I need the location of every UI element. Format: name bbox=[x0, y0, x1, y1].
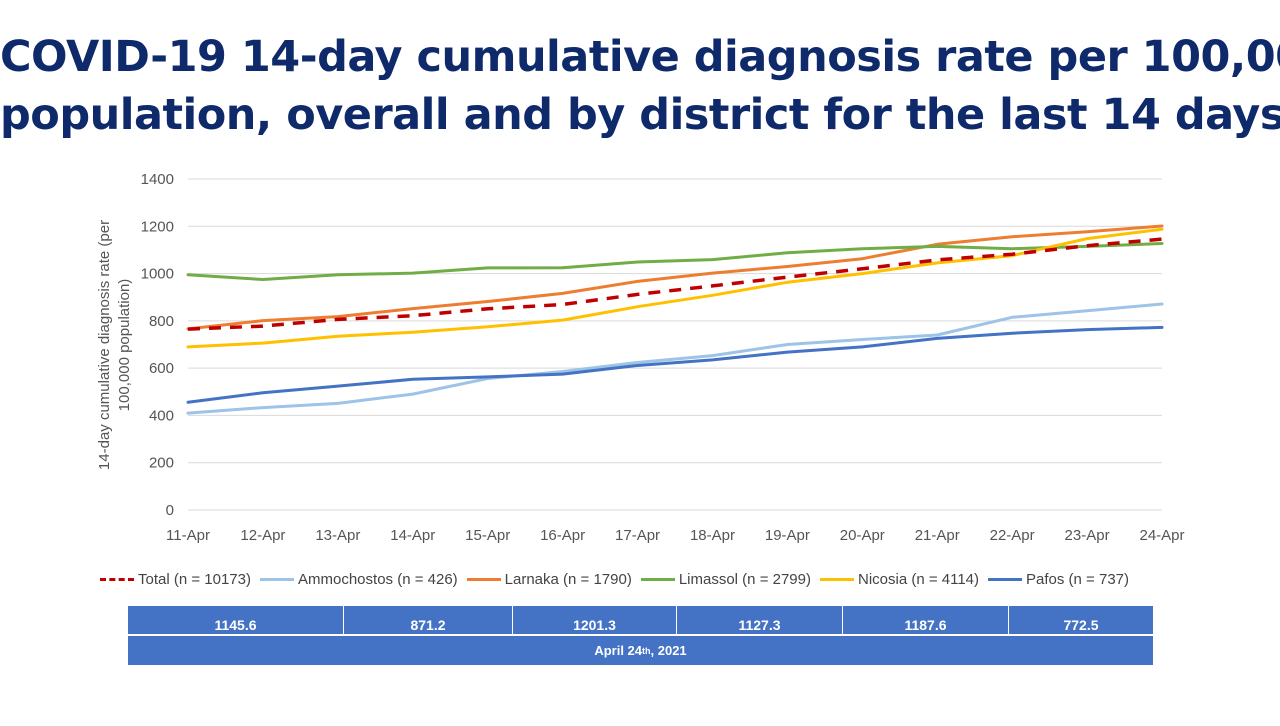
legend-label-limassol: Limassol (n = 2799) bbox=[678, 570, 811, 588]
legend-item-ammochostos: Ammochostos (n = 426) bbox=[260, 571, 458, 588]
x-tick-label-21-Apr: 21-Apr bbox=[915, 527, 960, 544]
legend-swatch-larnaka bbox=[466, 577, 501, 581]
series-line-limassol bbox=[186, 242, 1164, 281]
x-tick-label-20-Apr: 20-Apr bbox=[840, 527, 885, 544]
legend-item-total: Total (n = 10173) bbox=[100, 571, 251, 588]
x-tick-label-13-Apr: 13-Apr bbox=[315, 527, 360, 544]
title-line-2: population, overall and by district for … bbox=[0, 90, 1280, 140]
y-tick-label-800: 800 bbox=[149, 313, 174, 330]
x-tick-label-23-Apr: 23-Apr bbox=[1065, 527, 1110, 544]
legend-label-total: Total (n = 10173) bbox=[138, 570, 251, 588]
legend-item-limassol: Limassol (n = 2799) bbox=[640, 570, 811, 588]
summary-values-row: 1145.6 871.2 1201.3 1127.3 1187.6 772.5 bbox=[128, 606, 1153, 634]
x-tick-label-16-Apr: 16-Apr bbox=[540, 527, 585, 544]
series-line-ammochostos bbox=[186, 302, 1164, 415]
x-tick-label-15-Apr: 15-Apr bbox=[465, 527, 510, 544]
y-axis-label-line-1: 14-day cumulative diagnosis rate (per bbox=[96, 220, 113, 470]
legend-swatch-ammochostos bbox=[260, 577, 294, 581]
y-tick-label-0: 0 bbox=[166, 502, 174, 519]
y-tick-label-200: 200 bbox=[149, 455, 174, 472]
y-tick-label-600: 600 bbox=[149, 360, 174, 377]
x-tick-label-17-Apr: 17-Apr bbox=[615, 527, 660, 544]
legend-swatch-pafos bbox=[988, 577, 1023, 581]
page-title: COVID-19 14-day cumulative diagnosis rat… bbox=[0, 28, 1280, 144]
legend-swatch-total bbox=[100, 577, 134, 581]
series-line-pafos bbox=[186, 325, 1164, 404]
summary-value-pafos: 772.5 bbox=[1009, 606, 1153, 634]
x-tick-label-18-Apr: 18-Apr bbox=[690, 527, 735, 544]
legend-item-nicosia: Nicosia (n = 4114) bbox=[819, 570, 980, 588]
x-tick-label-22-Apr: 22-Apr bbox=[990, 527, 1035, 544]
legend-label-larnaka: Larnaka (n = 1790) bbox=[504, 570, 632, 588]
summary-value-ammochostos: 871.2 bbox=[344, 606, 513, 634]
y-axis-label-line-2: 100,000 population) bbox=[116, 279, 133, 412]
chart-legend: Total (n = 10173) Ammochostos (n = 426) La… bbox=[100, 569, 1200, 589]
summary-date-main: April 24 bbox=[594, 643, 643, 658]
legend-item-larnaka: Larnaka (n = 1790) bbox=[466, 570, 632, 588]
summary-date-sup: th bbox=[642, 645, 651, 656]
x-tick-label-12-Apr: 12-Apr bbox=[240, 527, 285, 544]
y-tick-label-1000: 1000 bbox=[141, 266, 174, 283]
line-chart: 0 200 400 600 800 1000 1200 1400 11-Apr 12-Apr 13… bbox=[96, 171, 1185, 544]
y-tick-label-1400: 1400 bbox=[141, 171, 174, 188]
x-tick-label-24-Apr: 24-Apr bbox=[1139, 527, 1184, 544]
legend-swatch-limassol bbox=[640, 577, 675, 581]
summary-value-total: 1145.6 bbox=[128, 606, 344, 634]
legend-label-nicosia: Nicosia (n = 4114) bbox=[857, 570, 980, 588]
summary-value-limassol: 1127.3 bbox=[677, 606, 843, 634]
y-tick-label-400: 400 bbox=[149, 407, 174, 424]
title-line-1: COVID-19 14-day cumulative diagnosis rat… bbox=[0, 32, 1280, 82]
x-tick-label-14-Apr: 14-Apr bbox=[390, 527, 435, 544]
legend-label-pafos: Pafos (n = 737) bbox=[1026, 570, 1130, 588]
x-tick-label-19-Apr: 19-Apr bbox=[765, 527, 810, 544]
series-line-nicosia bbox=[186, 227, 1164, 349]
series-line-larnaka bbox=[186, 224, 1164, 331]
legend-label-ammochostos: Ammochostos (n = 426) bbox=[298, 570, 458, 588]
x-tick-label-11-Apr: 11-Apr bbox=[166, 527, 210, 544]
y-tick-label-1200: 1200 bbox=[141, 218, 174, 235]
summary-value-larnaka: 1201.3 bbox=[513, 606, 677, 634]
legend-swatch-nicosia bbox=[819, 577, 854, 581]
summary-value-nicosia: 1187.6 bbox=[843, 606, 1009, 634]
legend-item-pafos: Pafos (n = 737) bbox=[988, 571, 1129, 588]
series-line-total bbox=[187, 237, 1163, 331]
summary-date-rest: , 2021 bbox=[650, 643, 687, 658]
